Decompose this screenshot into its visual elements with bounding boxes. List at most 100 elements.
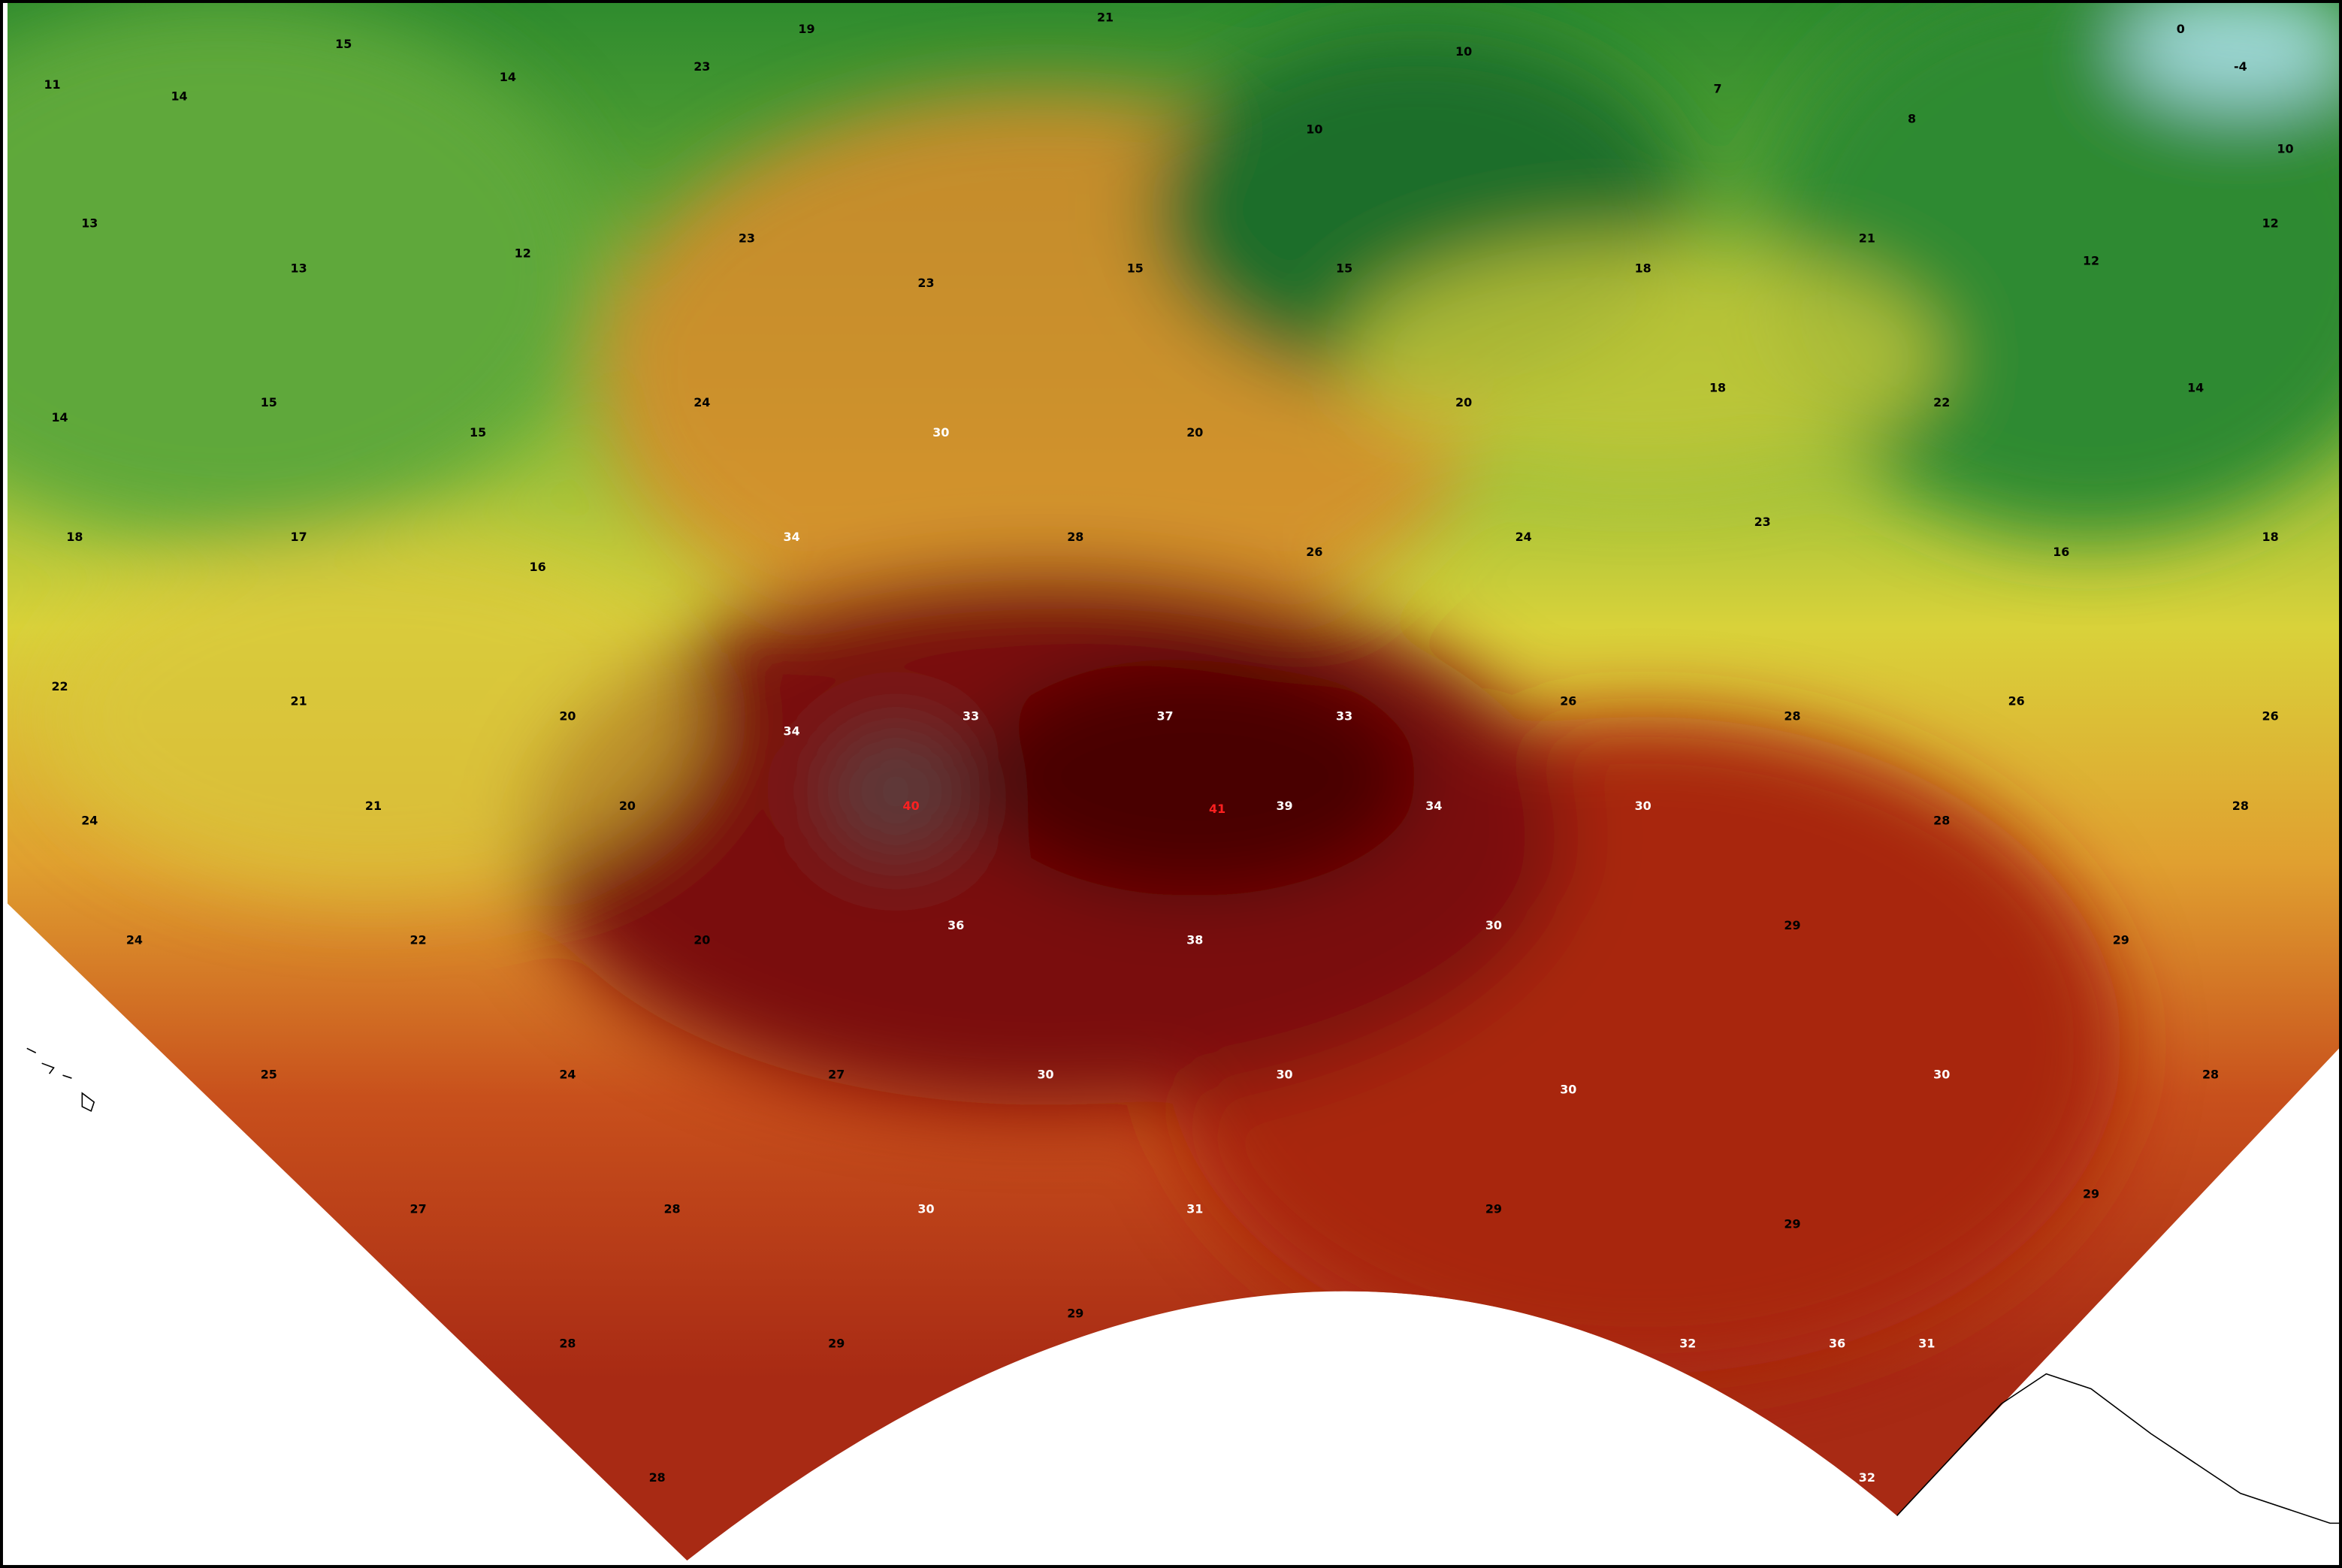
temperature-label: 24: [694, 395, 710, 409]
temperature-label: 18: [1709, 380, 1726, 394]
temperature-label: 12: [515, 246, 531, 260]
temperature-label: 28: [2232, 799, 2249, 813]
temperature-label: 16: [530, 560, 546, 574]
temperature-label: 29: [1485, 1201, 1502, 1216]
temperature-label: 40: [903, 799, 920, 813]
temperature-label: 41: [1209, 802, 1225, 816]
temperature-label: 34: [784, 530, 800, 544]
temperature-label: 20: [694, 933, 710, 947]
temperature-label: 36: [1829, 1336, 1845, 1350]
temperature-label: 18: [66, 530, 83, 544]
temperature-label: 24: [81, 814, 98, 828]
temperature-labels: 11 14 15 14 23 19 21 10 10 7 8 0 -4 10 13 13 12 23 23 15 15 1…: [44, 10, 2294, 1485]
temperature-label: 29: [828, 1336, 845, 1350]
temperature-label: 7: [1714, 82, 1722, 96]
temperature-label: 34: [784, 724, 800, 738]
temperature-label: 28: [1067, 530, 1083, 544]
temperature-label: 25: [261, 1068, 277, 1082]
temperature-label: 30: [1485, 918, 1502, 932]
temperature-label: 15: [261, 395, 277, 409]
temperature-label: 31: [1186, 1201, 1203, 1216]
temperature-label: 18: [1635, 261, 1651, 275]
coastline: [26, 1047, 2342, 1524]
temperature-label: 17: [291, 530, 307, 544]
temperature-label: 23: [739, 231, 755, 246]
temperature-label: 13: [291, 261, 307, 275]
temperature-label: 38: [1186, 933, 1203, 947]
temperature-label: 21: [291, 694, 307, 708]
temperature-label: 23: [1754, 515, 1771, 529]
temperature-label: 14: [51, 410, 68, 424]
temperature-label: 20: [619, 799, 636, 813]
temperature-label: -4: [2234, 59, 2247, 74]
temperature-label: 34: [1425, 799, 1442, 813]
temperature-label: 15: [1127, 261, 1144, 275]
temperature-label: 30: [1277, 1068, 1293, 1082]
temperature-label: 24: [1516, 530, 1532, 544]
temperature-label: 13: [81, 216, 98, 231]
temperature-label: 18: [2262, 530, 2279, 544]
temperature-label: 27: [410, 1201, 427, 1216]
temperature-label: 24: [559, 1068, 576, 1082]
temperature-label: 29: [2083, 1187, 2099, 1201]
temperature-label: 28: [2202, 1068, 2219, 1082]
temperature-label: 22: [1933, 395, 1950, 409]
temperature-label: 24: [126, 933, 143, 947]
temperature-label: 28: [1784, 709, 1800, 724]
temperature-label: 29: [1784, 918, 1800, 932]
temperature-label: 10: [1306, 122, 1322, 136]
temperature-label: 22: [410, 933, 427, 947]
temperature-label: 19: [798, 22, 814, 36]
temperature-label: 28: [559, 1336, 576, 1350]
temperature-label: 30: [1635, 799, 1651, 813]
temperature-label: 26: [2262, 709, 2279, 724]
temperature-label: 15: [1336, 261, 1352, 275]
temperature-label: 33: [962, 709, 979, 724]
temperature-label: 8: [1908, 112, 1916, 126]
temperature-label: 30: [1933, 1068, 1950, 1082]
temperature-label: 29: [1784, 1216, 1800, 1231]
temperature-label: 20: [559, 709, 576, 724]
temperature-label: 39: [1277, 799, 1293, 813]
temperature-label: 15: [335, 37, 352, 51]
temperature-label: 14: [2187, 380, 2204, 394]
temperature-label: 31: [1918, 1336, 1935, 1350]
temperature-label: 30: [1560, 1082, 1576, 1096]
temperature-label: 33: [1336, 709, 1352, 724]
temperature-label: 22: [51, 679, 68, 693]
temperature-label: 20: [1455, 395, 1472, 409]
temperature-label: 23: [694, 59, 710, 74]
temperature-label: 16: [2053, 545, 2069, 559]
temperature-label: 27: [828, 1068, 845, 1082]
temperature-label: 12: [2083, 253, 2099, 267]
temperature-label: 10: [2277, 141, 2293, 156]
temperature-label: 29: [2113, 933, 2129, 947]
temperature-label: 21: [1097, 10, 1114, 24]
temperature-label: 28: [1933, 814, 1950, 828]
temperature-label: 37: [1156, 709, 1173, 724]
temperature-label: 20: [1186, 425, 1203, 440]
temperature-label: 12: [2262, 216, 2279, 231]
temperature-label: 30: [932, 425, 949, 440]
temperature-label: 28: [649, 1470, 666, 1485]
temperature-label: 30: [1037, 1068, 1053, 1082]
temperature-label: 29: [1067, 1307, 1083, 1321]
temperature-label: 21: [365, 799, 382, 813]
temperature-label: 36: [947, 918, 964, 932]
temperature-label: 26: [2008, 694, 2025, 708]
temperature-label: 23: [917, 276, 934, 290]
temperature-label: 32: [1679, 1336, 1696, 1350]
temperature-label: 14: [500, 70, 516, 84]
temperature-label: 32: [1859, 1470, 1875, 1485]
temperature-label: 14: [171, 89, 187, 104]
temperature-label: 10: [1455, 44, 1472, 59]
temperature-label: 26: [1306, 545, 1322, 559]
temperature-label: 28: [663, 1201, 680, 1216]
temperature-label: 11: [44, 77, 61, 92]
temperature-label: 0: [2177, 22, 2185, 36]
temperature-label: 26: [1560, 694, 1576, 708]
